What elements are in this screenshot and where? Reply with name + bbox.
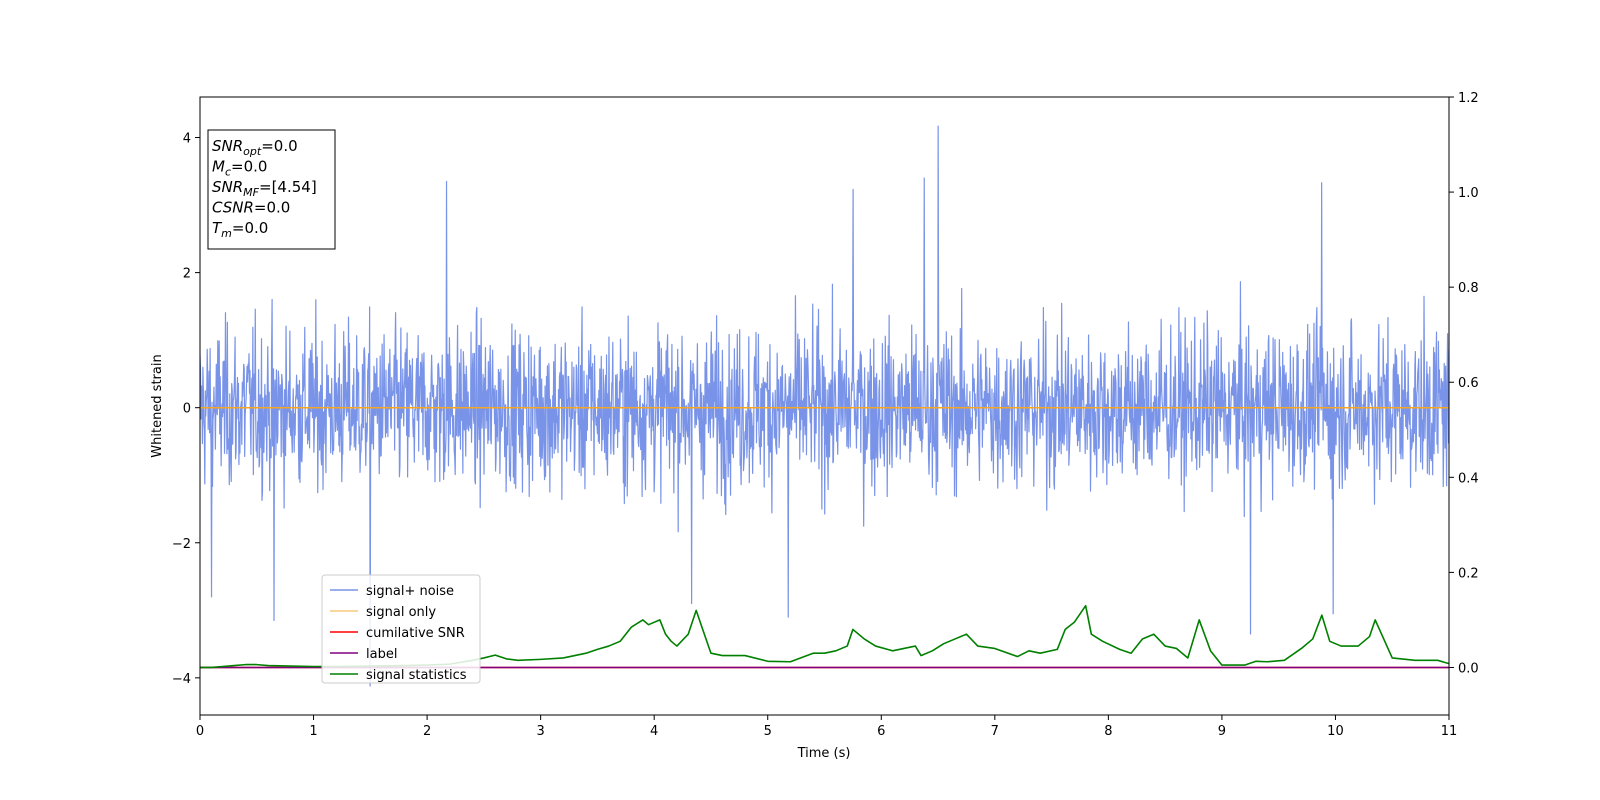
legend-label-label: label: [366, 647, 397, 662]
legend: signal+ noise signal only cumilative SNR la…: [321, 574, 481, 684]
x-tick-label: 8: [1104, 724, 1112, 739]
x-tick-label: 0: [196, 724, 204, 739]
legend-label-signal-noise: signal+ noise: [366, 584, 454, 599]
series-signal-statistics-line: [200, 604, 1449, 669]
x-tick-label: 4: [650, 724, 658, 739]
y-right-tick-label: 0.4: [1458, 471, 1479, 486]
y-right-tick-label: 0.8: [1458, 281, 1479, 296]
y-left-tick-label: 2: [183, 267, 191, 282]
x-tick-label: 10: [1327, 724, 1344, 739]
y-right-tick-label: 0.0: [1458, 661, 1479, 676]
y-axis-label: Whitened strain: [150, 354, 165, 457]
annotation-line: CSNR=0.0: [212, 199, 290, 217]
x-tick-label: 5: [764, 724, 772, 739]
y-left-axis-ticks: −4 −2 0 2 4: [172, 132, 200, 687]
annotation-line: SNRMF=[4.54]: [212, 178, 317, 199]
x-tick-label: 3: [536, 724, 544, 739]
legend-label-signal-only: signal only: [366, 605, 436, 620]
legend-label-cumilative-snr: cumilative SNR: [366, 626, 465, 641]
x-tick-label: 9: [1218, 724, 1226, 739]
x-tick-label: 7: [991, 724, 999, 739]
x-tick-label: 11: [1441, 724, 1458, 739]
y-left-tick-label: −4: [172, 672, 191, 687]
annotation-line: SNRopt=0.0: [212, 137, 298, 158]
y-right-tick-label: 1.0: [1458, 186, 1479, 201]
y-left-tick-label: 4: [183, 132, 191, 147]
x-axis-ticks: 0 1 2 3 4 5 6 7 8 9 10 11: [196, 715, 1457, 739]
x-tick-label: 6: [877, 724, 885, 739]
annotation-frame: [207, 129, 336, 250]
x-axis-label: Time (s): [797, 746, 851, 761]
x-tick-label: 2: [423, 724, 431, 739]
axes-frame: [199, 96, 1450, 716]
annotation-line: Tm=0.0: [212, 219, 268, 240]
y-left-tick-label: −2: [172, 537, 191, 552]
series-signal-noise: [200, 125, 1449, 687]
legend-frame: [321, 574, 481, 684]
y-right-tick-label: 1.2: [1458, 91, 1479, 106]
y-right-tick-label: 0.6: [1458, 376, 1479, 391]
y-left-tick-label: 0: [183, 402, 191, 417]
y-right-axis-ticks: 0.0 0.2 0.4 0.6 0.8 1.0 1.2: [1449, 91, 1479, 676]
y-right-tick-label: 0.2: [1458, 566, 1479, 581]
signal-noise-line: [200, 125, 1449, 687]
annotation-line: Mc=0.0: [212, 158, 267, 179]
legend-label-signal-statistics: signal statistics: [366, 668, 467, 683]
x-tick-label: 1: [309, 724, 317, 739]
